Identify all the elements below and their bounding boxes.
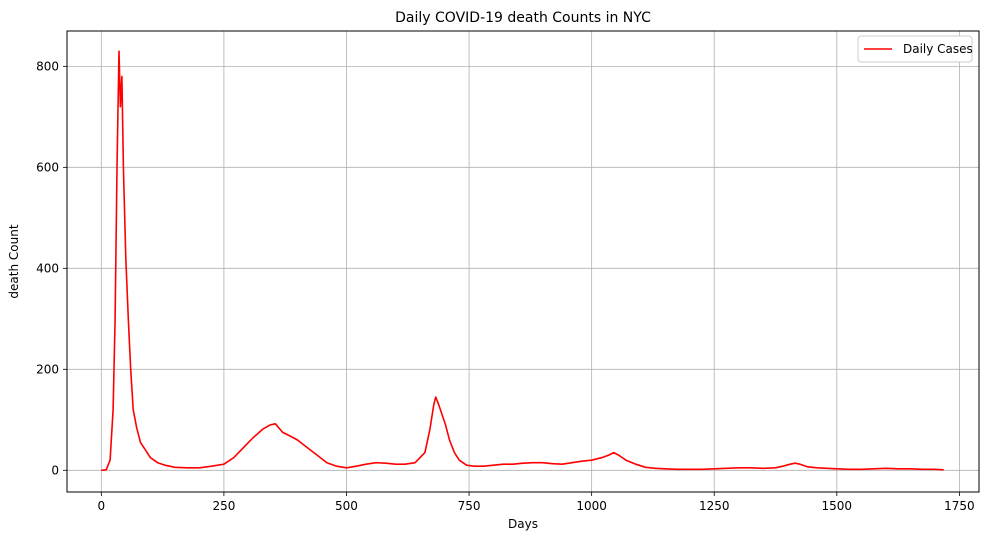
legend-box xyxy=(857,35,973,63)
x-tick-label: 250 xyxy=(212,499,235,513)
x-tick-label: 1500 xyxy=(822,499,853,513)
x-tick-label: 1250 xyxy=(699,499,730,513)
y-tick-label: 800 xyxy=(36,59,59,73)
legend: Daily Cases xyxy=(857,35,973,63)
chart-title: Daily COVID-19 death Counts in NYC xyxy=(395,10,651,26)
series-layer xyxy=(101,50,944,472)
x-tick-label: 750 xyxy=(458,499,481,513)
grid xyxy=(67,31,979,492)
x-tick-label: 500 xyxy=(335,499,358,513)
series-line-0 xyxy=(101,50,944,472)
y-tick-label: 600 xyxy=(36,160,59,174)
plot-frame xyxy=(66,30,980,493)
y-axis-label: death Count xyxy=(7,224,21,298)
ticks: 0 250 500 750 1000 1250 1500 1750 0 200 400 600 800 xyxy=(36,59,975,513)
x-tick-label: 0 xyxy=(98,499,106,513)
y-tick-label: 400 xyxy=(36,261,59,275)
x-tick-label: 1750 xyxy=(944,499,975,513)
y-tick-label: 0 xyxy=(51,463,59,477)
y-tick-label: 200 xyxy=(36,362,59,376)
x-axis-label: Days xyxy=(508,517,538,531)
legend-label: Daily Cases xyxy=(903,42,973,56)
x-tick-label: 1000 xyxy=(576,499,607,513)
